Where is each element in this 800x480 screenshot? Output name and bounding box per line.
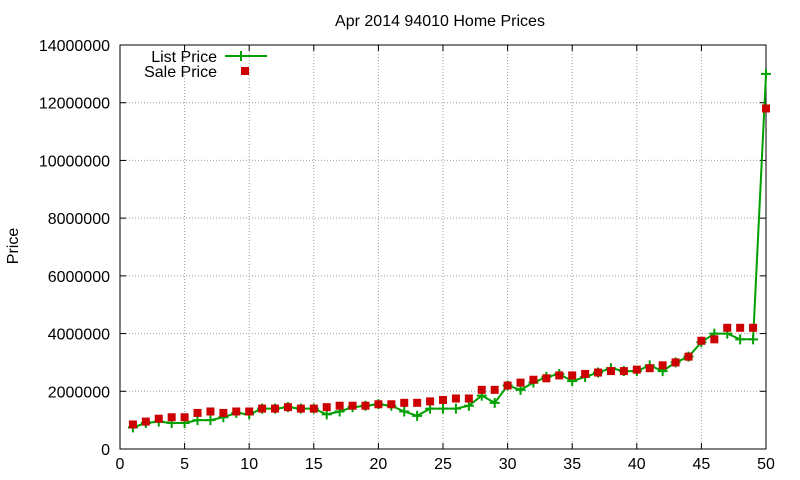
sale-price-point (762, 104, 770, 113)
sale-price-point (581, 369, 590, 378)
sale-price-point (529, 375, 538, 384)
legend-label-list-price: List Price (151, 49, 217, 66)
sale-price-point (141, 417, 150, 426)
x-tick-label: 45 (693, 456, 711, 473)
x-tick-label: 10 (240, 456, 258, 473)
sale-price-point (736, 323, 745, 332)
list-price-point (748, 334, 759, 345)
sale-price-point (167, 413, 176, 422)
sale-price-point (387, 400, 396, 409)
list-price-point (735, 334, 746, 345)
sale-price-point (154, 414, 163, 423)
sale-price-point (426, 397, 435, 406)
list-price-point (412, 410, 423, 421)
grid (120, 45, 766, 449)
sale-price-point (271, 404, 280, 413)
sale-price-point (749, 323, 758, 332)
x-tick-label: 25 (434, 456, 452, 473)
sale-price-point (374, 400, 383, 409)
sale-price-point (400, 398, 409, 407)
x-tick-label: 30 (499, 456, 517, 473)
series-sale-price (128, 104, 770, 429)
sale-price-point (361, 401, 370, 410)
list-price-line (132, 73, 767, 429)
x-tick-label: 35 (563, 456, 581, 473)
sale-price-point (180, 413, 189, 422)
x-tick-label: 0 (116, 456, 125, 473)
y-tick-label: 10000000 (39, 153, 110, 170)
sale-price-point (296, 404, 305, 413)
sale-price-point (606, 367, 615, 376)
sale-price-point (413, 398, 422, 407)
list-price-point (489, 397, 500, 408)
chart-title: Apr 2014 94010 Home Prices (335, 13, 545, 30)
x-tick-label: 15 (305, 456, 323, 473)
sale-price-point (555, 371, 564, 380)
sale-price-point (542, 374, 551, 383)
y-tick-label: 14000000 (39, 38, 110, 55)
sale-price-point (439, 395, 447, 404)
sale-price-point (723, 323, 732, 332)
sale-price-point (477, 385, 486, 394)
sale-price-point (232, 407, 241, 416)
y-tick-label: 6000000 (48, 269, 110, 286)
sale-price-point (193, 408, 202, 417)
y-tick-label: 8000000 (48, 211, 110, 228)
sale-price-point (490, 385, 499, 394)
sale-price-point (309, 404, 318, 413)
sale-price-point (710, 335, 719, 344)
legend-marker-sale-price (241, 67, 249, 75)
sale-price-point (684, 352, 693, 361)
legend: List Price Sale Price (144, 49, 267, 81)
list-price-point (761, 68, 771, 79)
sale-price-point (258, 404, 267, 413)
sale-price-point (645, 364, 654, 373)
sale-price-point (503, 381, 512, 390)
sale-price-point (335, 401, 344, 410)
list-price-point (450, 403, 461, 414)
sale-price-point (619, 367, 628, 376)
legend-label-sale-price: Sale Price (144, 64, 217, 81)
sale-price-point (464, 394, 473, 403)
y-axis-label: Price (5, 228, 22, 265)
sale-price-point (671, 358, 680, 367)
list-price-point (399, 406, 410, 417)
legend-marker-list-price (236, 51, 246, 61)
sale-price-point (697, 336, 706, 345)
series-list-price (127, 68, 771, 433)
y-tick-label: 2000000 (48, 384, 110, 401)
sale-price-point (322, 403, 331, 412)
list-price-point (438, 403, 448, 414)
x-tick-label: 40 (628, 456, 646, 473)
list-price-point (205, 415, 216, 426)
sale-price-point (283, 403, 292, 412)
sale-price-point (568, 371, 577, 380)
sale-price-point (128, 420, 137, 429)
ticks: 0 5 10 15 20 25 30 35 40 45 50 0 2000000 4000000 60000… (39, 38, 775, 473)
sale-price-point (245, 407, 254, 416)
sale-price-point (219, 408, 228, 417)
sale-price-point (632, 365, 641, 374)
sale-price-point (206, 407, 215, 416)
x-tick-label: 50 (757, 456, 775, 473)
sale-price-point (658, 361, 667, 370)
x-tick-label: 20 (370, 456, 388, 473)
sale-price-point (348, 401, 357, 410)
sale-price-point (451, 394, 460, 403)
sale-price-point (594, 368, 603, 377)
x-tick-label: 5 (180, 456, 189, 473)
sale-price-point (516, 378, 525, 387)
y-tick-label: 12000000 (39, 96, 110, 113)
y-tick-label: 4000000 (48, 327, 110, 344)
y-tick-label: 0 (101, 442, 110, 459)
